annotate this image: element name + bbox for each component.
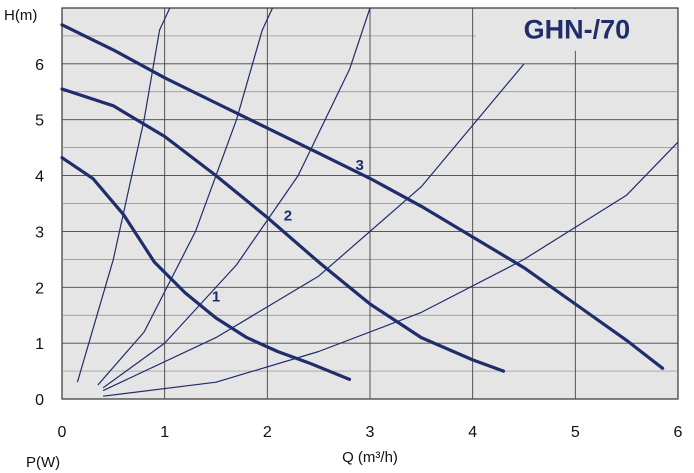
y-tick-labels: 0 1 2 3 4 5 6 [35,57,44,409]
x-axis-label: Q (m³/h) [342,449,398,466]
curve-label-2: 2 [284,207,292,224]
curve-labels: 1 2 3 [212,157,364,305]
x-tick-label: 0 [58,424,67,441]
pump-curve-3 [60,23,665,370]
y-tick-label: 4 [35,169,44,186]
pump-curve-2 [60,87,506,373]
y-tick-label: 1 [35,336,44,353]
x-tick-label: 1 [160,424,169,441]
y-tick-label: 3 [35,224,44,241]
x-axis-label-unit: (m³/h) [358,449,398,466]
pump-curve-1 [60,156,352,381]
system-curve-1 [76,7,171,383]
x-tick-label: 2 [263,424,272,441]
title-box [475,9,677,51]
system-curve-5 [103,141,679,397]
power-axis-label: P(W) [26,454,60,471]
y-axis-label: H(m) [4,7,37,24]
x-tick-label: 6 [674,424,683,441]
x-tick-label: 5 [571,424,580,441]
y-tick-label: 6 [35,57,44,74]
pump-curves [60,23,665,381]
y-tick-label: 5 [35,113,44,130]
curve-label-1: 1 [212,288,220,305]
curve-label-3: 3 [356,157,364,174]
system-curve-3 [102,7,371,389]
x-tick-labels: 0 1 2 3 4 5 6 [58,424,683,441]
system-curve-4 [102,63,525,392]
y-tick-label: 2 [35,280,44,297]
x-tick-label: 3 [366,424,375,441]
y-tick-label: 0 [35,392,44,409]
x-axis-label-q: Q [342,449,354,466]
chart-title: GHN-/70 [524,15,631,45]
x-tick-label: 4 [468,424,477,441]
